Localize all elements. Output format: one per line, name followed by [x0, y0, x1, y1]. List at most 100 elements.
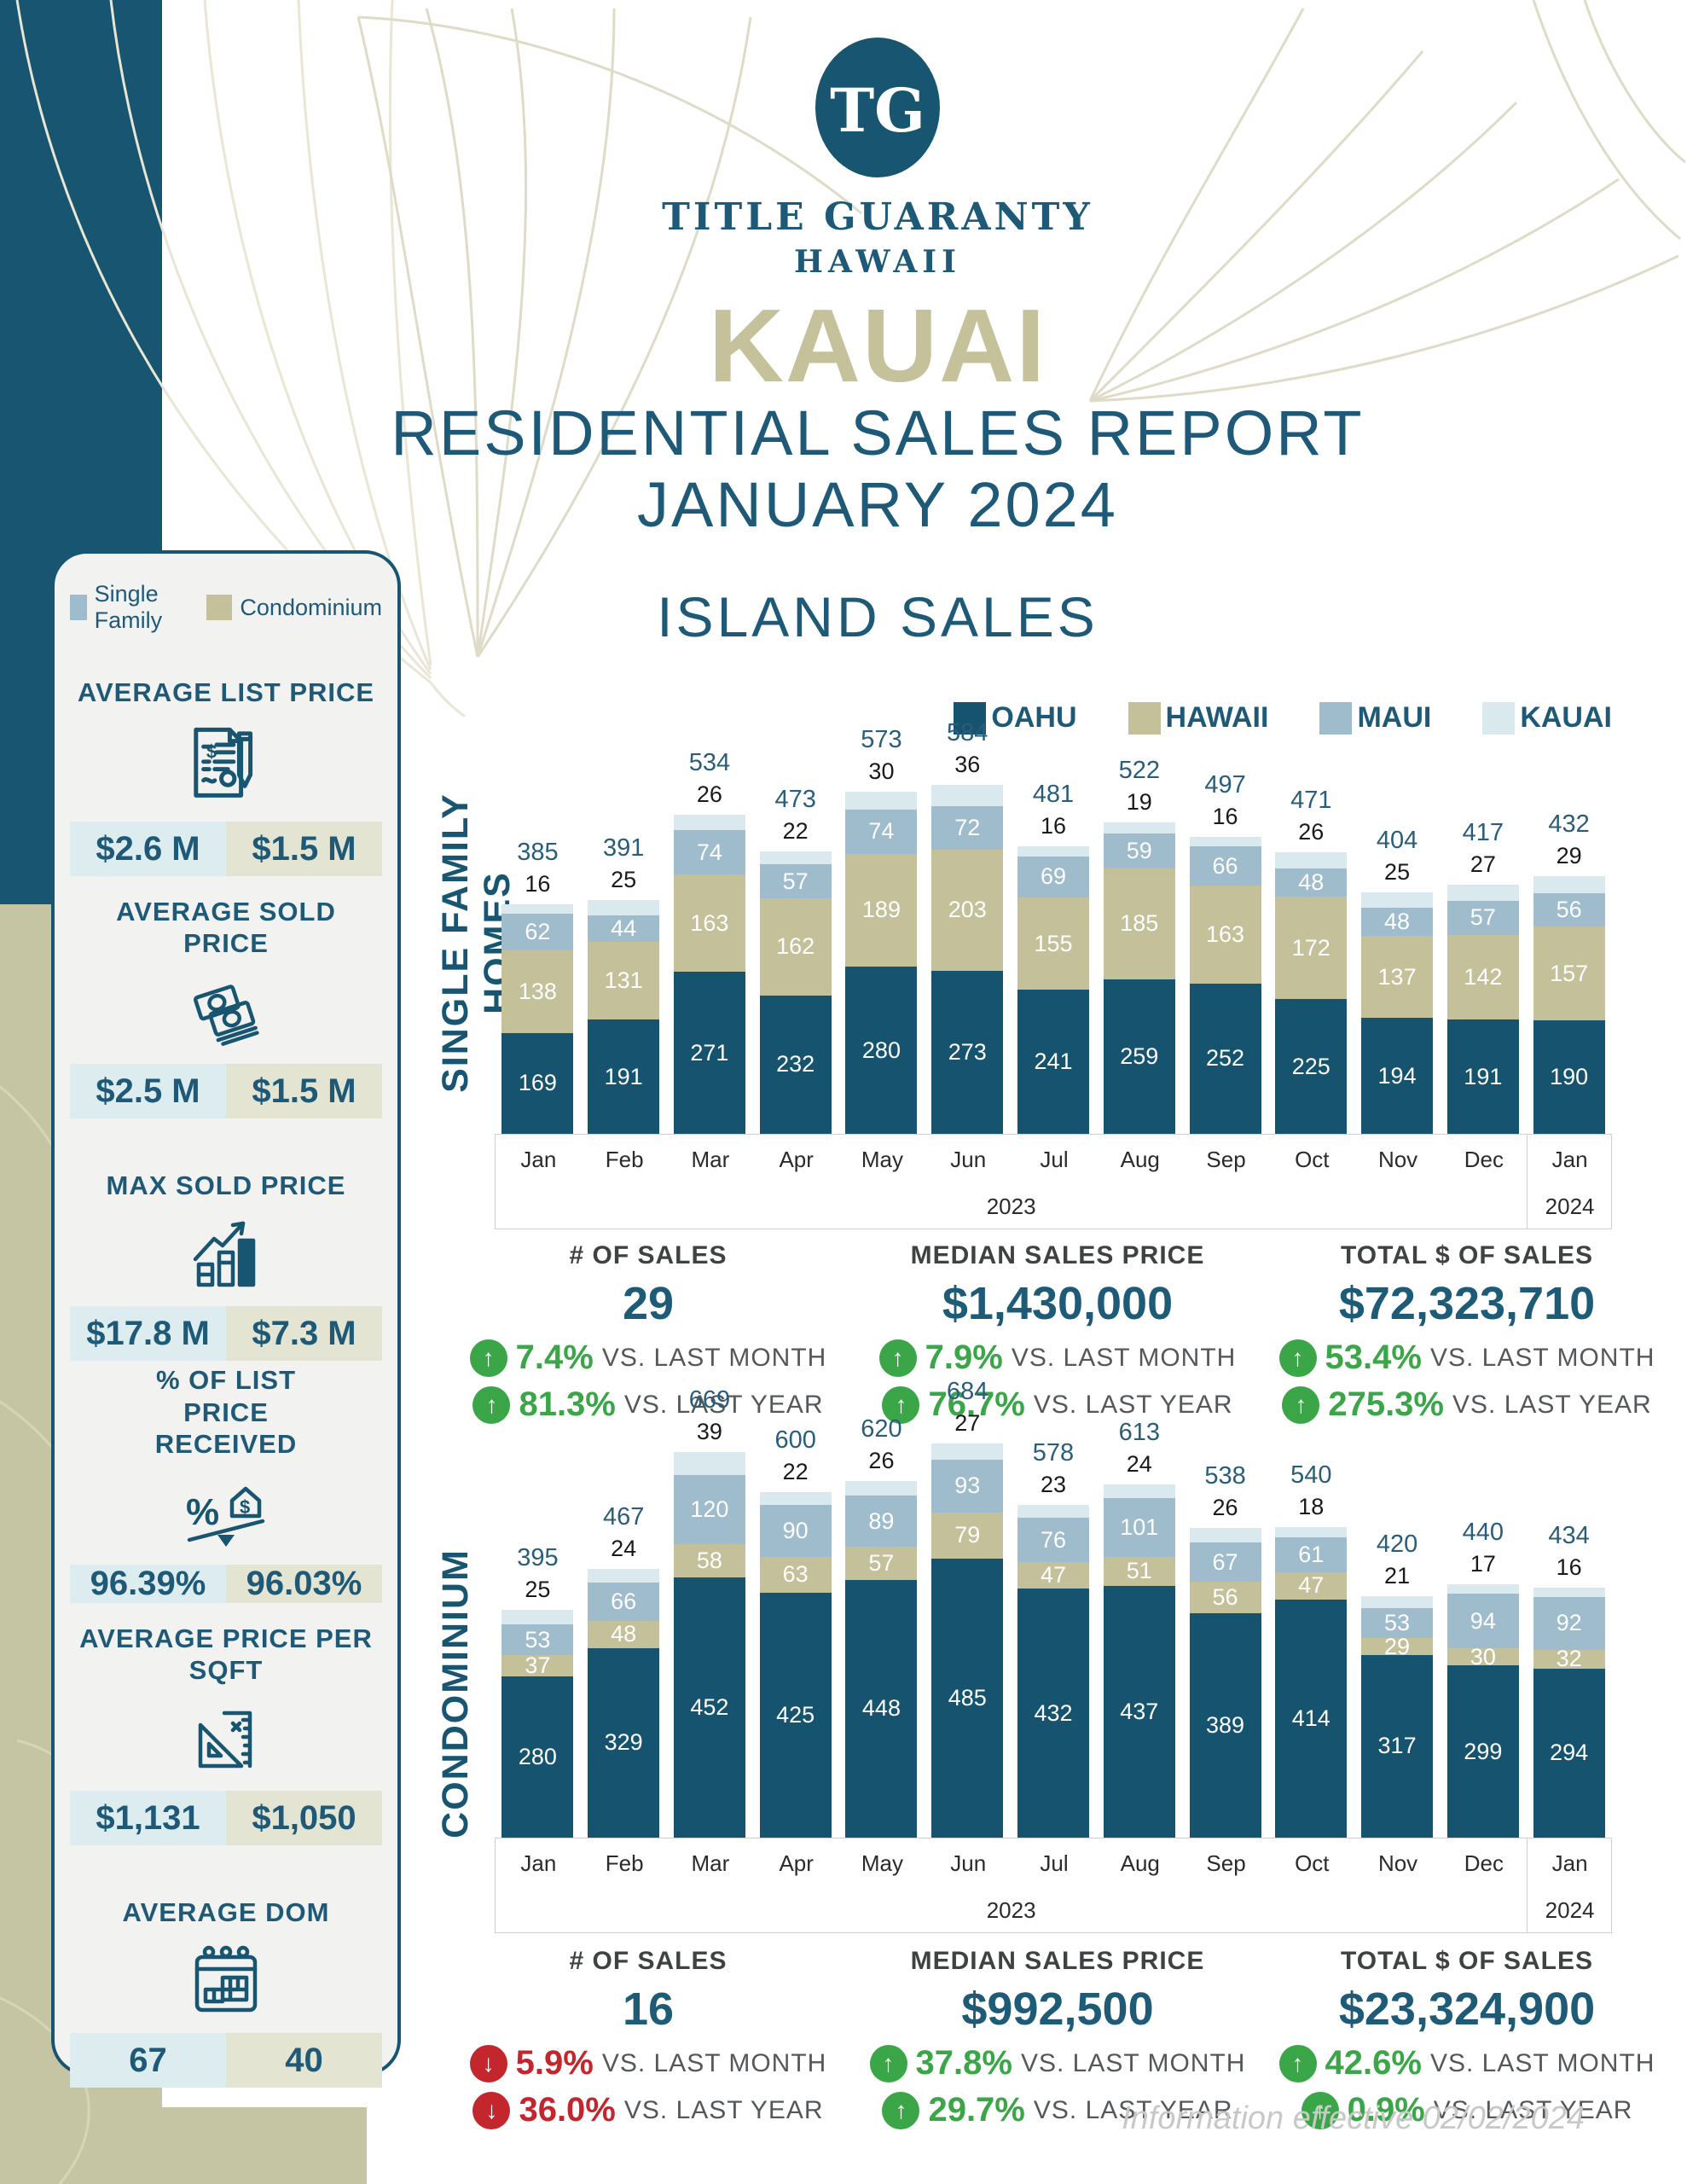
bar-segment-maui: 56: [1533, 892, 1605, 927]
bar-segment-maui: 69: [1017, 856, 1089, 897]
condominium-chart: 53 37 280 395 25 66 48 329 467 24 120 58 452 669 39 90 6…: [495, 1378, 1612, 1838]
bar-total-label: 481: [1032, 781, 1075, 809]
stacked-bar: 66 163 252: [1189, 837, 1261, 1134]
bar-column: 76 47 432 578 23: [1011, 1428, 1097, 1838]
kauai-value-label: 26: [696, 781, 722, 808]
kauai-value-label: 29: [1556, 842, 1582, 868]
bar-total-label: 395: [517, 1544, 559, 1572]
segment-value-label: 485: [948, 1684, 987, 1711]
trend-pct: 53.4%: [1325, 1339, 1422, 1376]
section-title: AVERAGE SOLD PRICE: [116, 896, 336, 958]
stacked-bar: 90 63 425: [759, 1492, 832, 1838]
stat-value: $23,324,900: [1338, 1984, 1596, 2035]
bar-column: 44 131 191 391 25: [581, 775, 667, 1134]
bar-segment-kauai: [931, 1443, 1004, 1460]
bar-segment-maui: 66: [1189, 846, 1261, 886]
hawaii-swatch: [1128, 701, 1161, 735]
trend-vs-last-year: ↑ 76.7% VS. LAST YEAR: [853, 1385, 1262, 1424]
bar-segment-kauai: [588, 900, 660, 915]
segment-value-label: 56: [1212, 1584, 1238, 1611]
month-label: Jan: [520, 1146, 557, 1172]
month-label: Oct: [1295, 1146, 1330, 1172]
single-family-value: 96.39%: [70, 1565, 226, 1603]
trend-vs-last-year: ↑ 275.3% VS. LAST YEAR: [1262, 1385, 1672, 1424]
stat-label: # OF SALES: [569, 1947, 728, 1975]
trend-arrow-icon: ↑: [1301, 2091, 1339, 2129]
bar-segment-oahu: 280: [501, 1676, 574, 1838]
condo-num-sales-stat: # OF SALES 16 ↓ 5.9% VS. LAST MONTH ↓ 36…: [443, 1947, 853, 2129]
trend-caption: VS. LAST MONTH: [601, 2048, 827, 2077]
stat-label: MEDIAN SALES PRICE: [910, 1947, 1205, 1975]
month-label: May: [861, 1850, 903, 1876]
month-label: Jan: [1551, 1850, 1588, 1876]
bar-total-label: 669: [688, 1386, 731, 1414]
kauai-value-label: 26: [868, 1447, 895, 1473]
avg-dom-section: AVERAGE DOM 67 40: [70, 1852, 382, 2088]
stat-value: 16: [622, 1984, 675, 2035]
month-label: Mar: [691, 1850, 730, 1876]
trend-caption: VS. LAST YEAR: [623, 1390, 824, 1419]
stacked-bar: 57 162 232: [759, 851, 832, 1134]
month-label: Aug: [1120, 1146, 1160, 1172]
trend-arrow-icon: ↑: [1282, 1385, 1320, 1424]
trend-vs-last-month: ↑ 42.6% VS. LAST MONTH: [1262, 2044, 1672, 2082]
segment-value-label: 67: [1212, 1548, 1238, 1575]
bar-segment-maui: 92: [1533, 1596, 1605, 1650]
month-label: Jun: [950, 1146, 987, 1172]
oahu-swatch: [954, 701, 987, 735]
stacked-bar: 56 157 190: [1533, 875, 1605, 1134]
bar-segment-maui: 120: [673, 1474, 745, 1544]
effective-date-note: Information effective 02/02/2024: [1122, 2100, 1585, 2136]
segment-value-label: 172: [1291, 934, 1330, 961]
bar-segment-hawaii: 172: [1275, 897, 1348, 1000]
single-family-value: $17.8 M: [70, 1306, 226, 1361]
bar-segment-hawaii: 189: [845, 853, 918, 967]
segment-value-label: 452: [690, 1693, 729, 1720]
month-label: May: [861, 1146, 903, 1172]
segment-value-label: 76: [1040, 1526, 1066, 1553]
single-family-swatch: [70, 595, 87, 620]
condominium-value: $7.3 M: [226, 1306, 382, 1361]
trend-arrow-icon: ↑: [1278, 2044, 1317, 2082]
bar-segment-maui: 67: [1189, 1542, 1261, 1582]
kauai-value-label: 26: [1212, 1494, 1238, 1520]
bar-segment-hawaii: 57: [845, 1547, 918, 1580]
bar-segment-hawaii: 30: [1446, 1645, 1519, 1668]
segment-value-label: 329: [604, 1729, 643, 1756]
bar-segment-oahu: 425: [759, 1593, 832, 1838]
bar-segment-kauai: [1361, 1595, 1434, 1608]
avg-list-price-section: AVERAGE LIST PRICE $ $2.6 M $1.5 M: [70, 641, 382, 876]
trend-arrow-icon: ↑: [882, 2091, 920, 2129]
month-label: Apr: [779, 1146, 814, 1172]
bar-column: 92 32 294 434 16: [1526, 1428, 1612, 1838]
bar-column: 69 155 241 481 16: [1011, 775, 1097, 1134]
single-family-value: 67: [70, 2033, 226, 2088]
segment-value-label: 47: [1298, 1572, 1325, 1599]
month-label: Sep: [1206, 1146, 1246, 1172]
segment-value-label: 66: [611, 1588, 637, 1614]
kauai-value-label: 23: [1040, 1471, 1067, 1497]
trend-arrow-icon: ↑: [1278, 1339, 1317, 1377]
bar-total-label: 522: [1118, 756, 1160, 784]
segment-value-label: 79: [954, 1522, 981, 1548]
stacked-bar: 74 189 280: [845, 791, 918, 1134]
trend-vs-last-month: ↓ 5.9% VS. LAST MONTH: [443, 2044, 853, 2082]
segment-value-label: 48: [611, 1621, 637, 1647]
segment-value-label: 56: [1556, 897, 1582, 922]
panel-legend: Single Family Condominium: [70, 581, 382, 634]
calendar-icon: [179, 1937, 273, 2026]
kauai-value-label: 30: [868, 758, 895, 784]
bar-segment-maui: 61: [1275, 1536, 1348, 1572]
bar-segment-hawaii: 51: [1103, 1556, 1175, 1587]
bar-segment-oahu: 448: [845, 1579, 918, 1838]
kauai-value-label: 16: [525, 870, 551, 897]
bar-segment-maui: 62: [501, 913, 574, 951]
bar-total-label: 584: [947, 719, 988, 747]
stacked-bar: 92 32 294: [1533, 1588, 1605, 1838]
segment-value-label: 32: [1556, 1646, 1582, 1672]
bar-segment-kauai: [759, 851, 832, 865]
max-sold-price-section: MAX SOLD PRICE $17.8 M $7.3 M: [70, 1125, 382, 1361]
bar-segment-kauai: [501, 903, 574, 914]
bar-segment-hawaii: 157: [1533, 926, 1605, 1020]
trend-caption: VS. LAST YEAR: [1033, 1390, 1233, 1419]
